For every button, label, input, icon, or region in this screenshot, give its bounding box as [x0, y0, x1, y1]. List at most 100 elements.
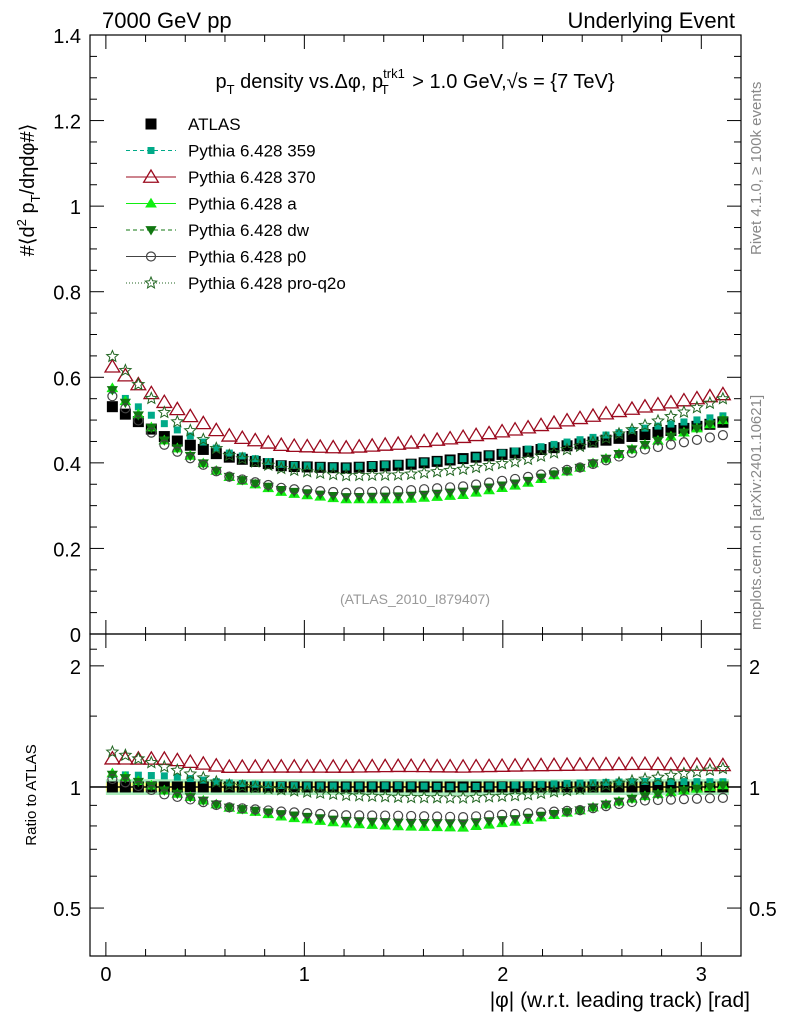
data-point [652, 436, 664, 447]
legend: ATLAS Pythia 6.428 359 Pythia 6.428 370 Pyt… [126, 115, 346, 293]
ratio-point [147, 772, 155, 780]
ratio-point [129, 750, 147, 765]
ratio-point [392, 818, 404, 828]
xtick-label: 0 [100, 964, 111, 986]
data-point [147, 411, 155, 419]
data-point [249, 479, 261, 489]
data-point [443, 463, 458, 477]
legend-marker [145, 118, 157, 130]
data-point [534, 448, 549, 463]
rivet-label: Rivet 4.1.0, ≥ 100k events [748, 82, 765, 255]
series-6 [105, 349, 730, 804]
data-point [194, 415, 212, 430]
legend-marker [144, 275, 158, 289]
legend-label: Pythia 6.428 p0 [188, 248, 306, 267]
data-point [146, 427, 157, 438]
ratio-point [105, 744, 120, 758]
data-point [445, 482, 456, 493]
legend-label: Pythia 6.428 359 [188, 142, 316, 161]
ratio-point [535, 807, 547, 818]
data-point [133, 415, 144, 426]
ratio-point [467, 758, 485, 773]
data-point [663, 409, 678, 423]
ratio-point [289, 807, 300, 818]
main-ytick-label: 0.2 [53, 539, 81, 561]
main-ytick-label: 0.8 [53, 283, 81, 305]
data-point [615, 429, 623, 437]
ratio-point [506, 757, 524, 772]
data-point [676, 404, 691, 418]
ratio-point [341, 810, 352, 821]
data-point [198, 459, 209, 470]
data-point [275, 485, 287, 496]
ratio-point [652, 790, 664, 800]
data-point [626, 447, 638, 458]
data-point [428, 431, 446, 446]
data-point [197, 443, 209, 455]
main-ylabel: #⟨d2 pT/dηdφ#⟩ [14, 124, 43, 257]
data-point [144, 391, 159, 405]
data-point [376, 436, 394, 451]
ratio-point [106, 781, 118, 793]
data-point [458, 481, 469, 492]
ratio-point [420, 782, 428, 790]
data-point [459, 455, 467, 463]
ratio-point [389, 757, 407, 773]
data-point [116, 367, 134, 382]
data-point [233, 429, 251, 445]
data-point [537, 443, 545, 451]
ratio-point [599, 777, 613, 791]
ratio-point [625, 773, 639, 787]
ratio-point [610, 756, 628, 771]
ratio-point [261, 781, 276, 795]
ratio-point [662, 756, 680, 771]
ratio-point [406, 810, 417, 822]
data-point [142, 385, 160, 400]
ratio-point [142, 750, 160, 765]
ratio-point [587, 803, 599, 814]
data-point [406, 485, 417, 496]
ratio-point [171, 789, 183, 800]
legend-marker [142, 168, 160, 183]
ratio-point [584, 756, 602, 771]
ratio-point [209, 774, 224, 788]
ratio-point [326, 787, 341, 801]
ratio-point [470, 811, 482, 822]
data-point [367, 486, 378, 497]
data-point [157, 405, 172, 419]
data-point [561, 467, 573, 477]
ratio-point [224, 802, 235, 813]
data-point [131, 377, 146, 391]
data-point [160, 420, 168, 428]
data-point [649, 396, 667, 411]
ratio-point [376, 758, 394, 773]
data-point [714, 386, 732, 401]
ratio-point [274, 782, 289, 796]
data-point [587, 458, 599, 470]
data-point [654, 422, 662, 430]
data-point [454, 428, 472, 444]
main-ytick-label: 1.2 [53, 112, 81, 134]
header-left: 7000 GeV pp [102, 8, 232, 33]
ratio-point [155, 750, 173, 765]
ratio-frame [89, 633, 742, 957]
data-point [560, 442, 574, 456]
data-point [680, 418, 688, 426]
data-point [704, 432, 716, 443]
ratio-point [457, 819, 469, 829]
data-point [380, 486, 391, 497]
ratio-point [168, 752, 186, 767]
data-point [248, 454, 263, 468]
data-point [119, 398, 131, 409]
ratio-point [432, 811, 443, 822]
ratio-point [626, 794, 638, 805]
ratio-point [324, 758, 342, 773]
data-point [506, 421, 524, 436]
ratio-ytick-label-right: 0.5 [749, 899, 777, 921]
ratio-point [547, 784, 561, 798]
ratio-point [545, 756, 563, 772]
ratio-point [636, 755, 654, 771]
data-point [105, 349, 120, 363]
ratio-point [431, 819, 443, 829]
data-point [302, 485, 313, 496]
